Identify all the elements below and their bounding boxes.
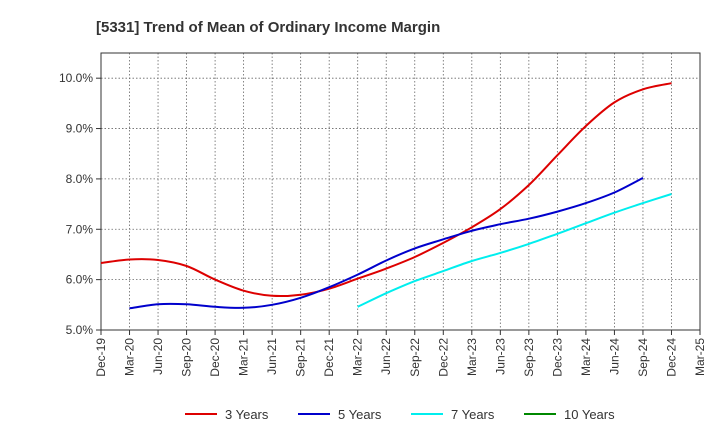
- series-group: [100, 82, 672, 310]
- legend-label-3-years: 3 Years: [225, 407, 269, 422]
- x-tick-label: Dec-20: [208, 338, 222, 377]
- legend-label-5-years: 5 Years: [338, 407, 382, 422]
- y-tick-label: 9.0%: [66, 122, 94, 136]
- y-tick-label: 8.0%: [66, 172, 94, 186]
- grid: [100, 52, 701, 331]
- x-tick-label: Jun-23: [493, 338, 507, 375]
- x-axis: Dec-19 Mar-20 Jun-20 Sep-20 Dec-20 Mar-21 Jun-…: [94, 330, 707, 377]
- chart-title: [5331] Trend of Mean of Ordinary Income …: [96, 19, 440, 36]
- legend-label-7-years: 7 Years: [451, 407, 495, 422]
- x-tick-label: Mar-21: [237, 338, 251, 376]
- x-tick-label: Mar-25: [693, 338, 707, 376]
- x-tick-label: Mar-23: [465, 338, 479, 376]
- x-tick-label: Sep-22: [408, 338, 422, 377]
- x-tick-label: Sep-21: [294, 338, 308, 377]
- y-tick-label: 5.0%: [66, 323, 94, 337]
- series-line-3-years: [100, 82, 672, 298]
- x-tick-label: Mar-24: [579, 338, 593, 376]
- y-axis: 5.0% 6.0% 7.0% 8.0% 9.0% 10.0%: [59, 71, 101, 337]
- x-tick-label: Dec-21: [322, 338, 336, 377]
- x-tick-label: Sep-23: [522, 338, 536, 377]
- x-tick-label: Jun-21: [265, 338, 279, 375]
- x-tick-label: Jun-24: [607, 338, 621, 375]
- x-tick-label: Sep-20: [180, 338, 194, 377]
- x-tick-label: Dec-23: [550, 338, 564, 377]
- series-line-5-years: [129, 177, 644, 310]
- x-tick-label: Jun-22: [379, 338, 393, 375]
- x-tick-label: Dec-22: [436, 338, 450, 377]
- legend-label-10-years: 10 Years: [564, 407, 615, 422]
- y-tick-label: 7.0%: [66, 222, 94, 236]
- plot-frame: [100, 52, 701, 331]
- x-tick-label: Sep-24: [636, 338, 650, 377]
- x-tick-label: Dec-19: [94, 338, 108, 377]
- series-line-7-years: [357, 193, 672, 308]
- y-tick-label: 10.0%: [59, 71, 93, 85]
- y-tick-label: 6.0%: [66, 273, 94, 287]
- x-tick-label: Dec-24: [664, 338, 678, 377]
- x-tick-label: Mar-22: [351, 338, 365, 376]
- x-tick-label: Jun-20: [151, 338, 165, 375]
- x-tick-label: Mar-20: [123, 338, 137, 376]
- legend: 3 Years 5 Years 7 Years 10 Years: [185, 407, 615, 422]
